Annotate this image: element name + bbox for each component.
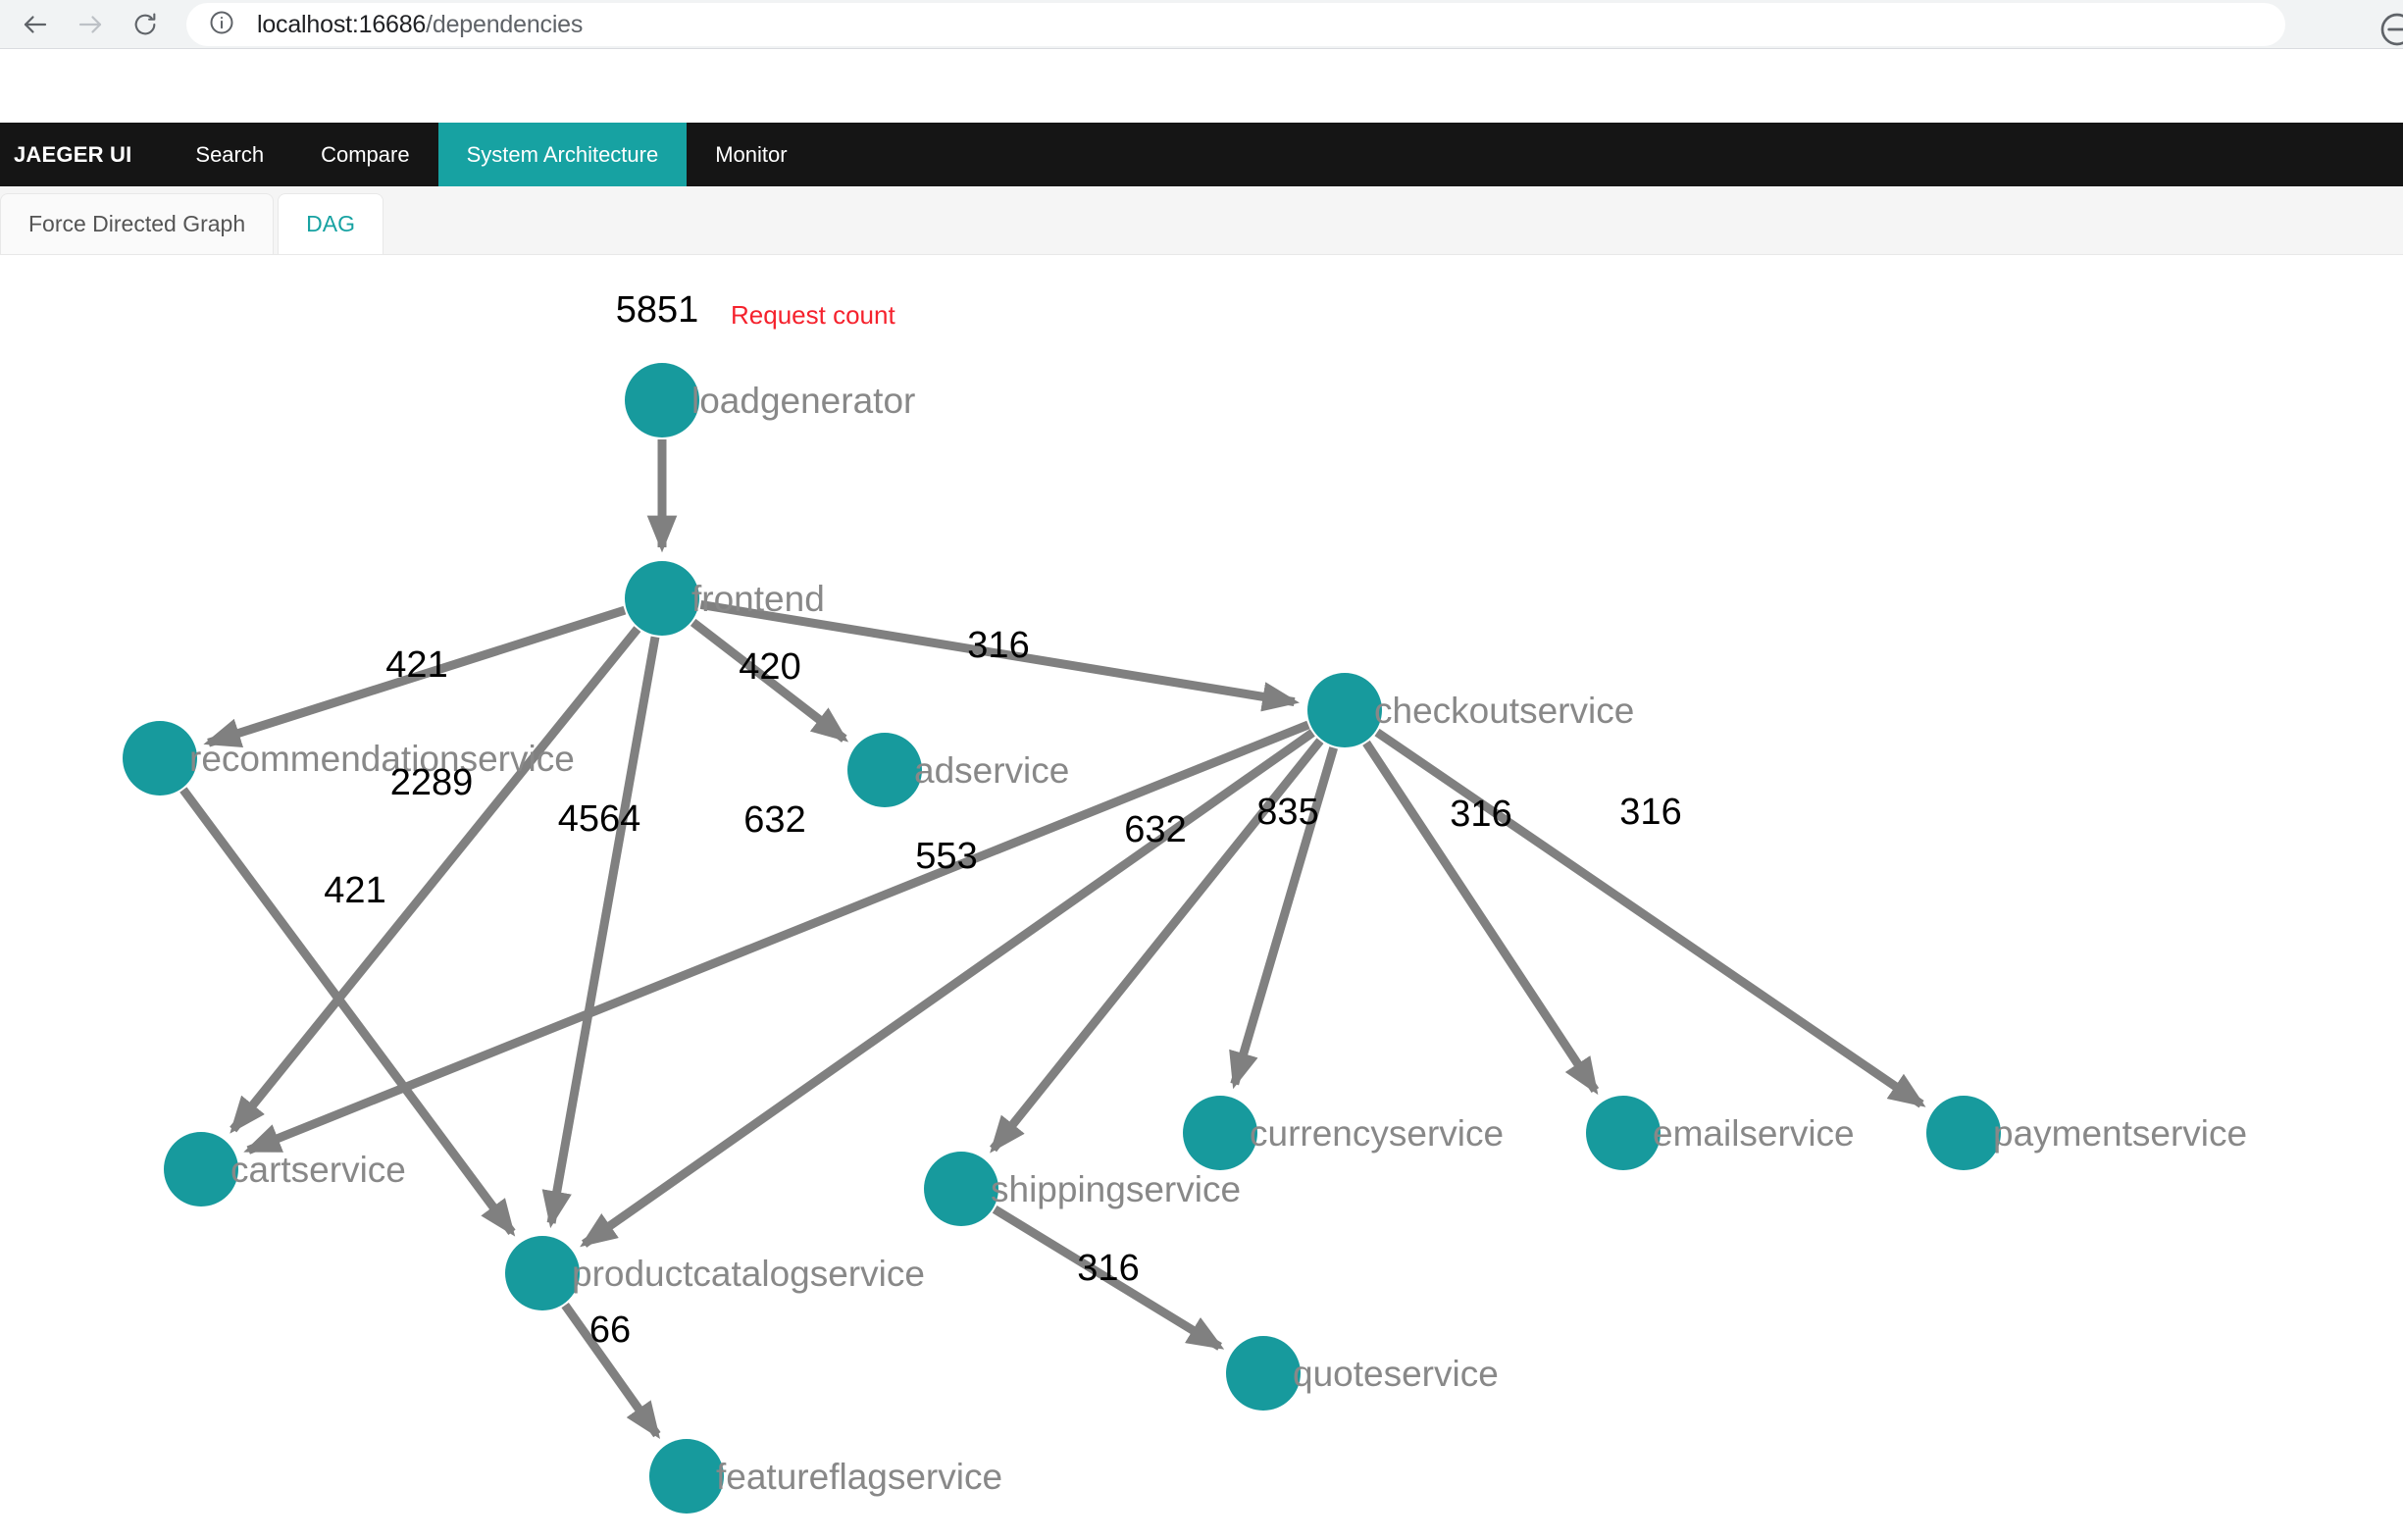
node-circle[interactable] bbox=[164, 1132, 238, 1206]
url-text: localhost:16686/dependencies bbox=[257, 11, 583, 39]
graph-edge[interactable] bbox=[1374, 728, 1926, 1108]
edge-value-label: 420 bbox=[739, 646, 800, 688]
edge-value-label: 2289 bbox=[390, 762, 474, 803]
graph-edge[interactable] bbox=[580, 729, 1315, 1248]
node-label: loadgenerator bbox=[691, 381, 915, 421]
edge-value-label: 4564 bbox=[558, 798, 641, 840]
graph-node-shippingservice[interactable]: shippingservice bbox=[924, 1152, 1241, 1226]
graph-node-quoteservice[interactable]: quoteservice bbox=[1226, 1336, 1499, 1411]
graph-node-paymentservice[interactable]: paymentservice bbox=[1926, 1096, 2247, 1170]
node-label: featureflagservice bbox=[716, 1457, 1002, 1497]
graph-node-loadgenerator[interactable]: loadgenerator bbox=[625, 363, 915, 437]
graph-node-checkoutservice[interactable]: checkoutservice bbox=[1307, 673, 1634, 747]
graph-edge[interactable] bbox=[561, 1303, 661, 1440]
request-count-annotation: Request count bbox=[731, 300, 895, 330]
edge-value-label: 632 bbox=[743, 799, 805, 841]
node-label: frontend bbox=[691, 579, 825, 619]
nav-item-search[interactable]: Search bbox=[195, 141, 265, 167]
edge-value-label: 316 bbox=[1450, 794, 1511, 835]
reload-icon bbox=[131, 11, 159, 38]
graph-edge[interactable] bbox=[179, 787, 516, 1237]
graph-type-tabbar: Force Directed Graph DAG bbox=[0, 186, 2403, 255]
node-circle[interactable] bbox=[1926, 1096, 2001, 1170]
info-circle-icon[interactable] bbox=[208, 9, 235, 41]
edge-value-label: 316 bbox=[1077, 1248, 1139, 1289]
graph-edge[interactable] bbox=[990, 738, 1324, 1154]
node-label: cartservice bbox=[230, 1150, 406, 1190]
address-bar[interactable]: localhost:16686/dependencies bbox=[186, 3, 2285, 46]
graph-edge[interactable] bbox=[1229, 746, 1339, 1090]
graph-edge[interactable] bbox=[243, 720, 1310, 1155]
edge-value-label: 421 bbox=[324, 870, 385, 911]
url-path: /dependencies bbox=[426, 10, 584, 38]
graph-edge[interactable] bbox=[230, 626, 641, 1134]
edge-value-label: 835 bbox=[1256, 792, 1318, 833]
nav-item-monitor[interactable]: Monitor bbox=[715, 141, 788, 167]
graph-node-productcatalogservice[interactable]: productcatalogservice bbox=[505, 1236, 925, 1310]
dependency-graph-canvas[interactable]: loadgenerator frontend recommendationservi… bbox=[0, 255, 2403, 1540]
browser-chrome: localhost:16686/dependencies bbox=[0, 0, 2403, 49]
node-label: checkoutservice bbox=[1374, 691, 1634, 731]
node-circle[interactable] bbox=[847, 733, 922, 807]
graph-edge[interactable] bbox=[541, 636, 660, 1229]
edges-layer bbox=[179, 439, 1926, 1440]
node-label: quoteservice bbox=[1293, 1354, 1499, 1394]
edge-value-label: 5851 bbox=[616, 289, 699, 331]
nav-item-compare[interactable]: Compare bbox=[321, 141, 410, 167]
node-label: currencyservice bbox=[1250, 1113, 1504, 1154]
graph-edge[interactable] bbox=[690, 618, 849, 743]
edge-labels-layer: 5851 421 420 316 421 4564 2289 632 553 632 835 316 3… bbox=[324, 289, 1681, 1351]
edge-value-label: 632 bbox=[1124, 809, 1186, 850]
graph-edge[interactable] bbox=[992, 1205, 1225, 1351]
page-top-gap bbox=[0, 49, 2403, 123]
browser-nav-buttons bbox=[0, 2, 173, 47]
edge-value-label: 316 bbox=[1619, 792, 1681, 833]
node-circle[interactable] bbox=[1226, 1336, 1301, 1411]
dependency-dag[interactable]: loadgenerator frontend recommendationservi… bbox=[0, 255, 2403, 1540]
edge-value-label: 421 bbox=[385, 644, 447, 686]
tab-dag[interactable]: DAG bbox=[278, 193, 383, 254]
back-button[interactable] bbox=[8, 2, 63, 47]
graph-edge[interactable] bbox=[203, 605, 627, 747]
url-host: localhost:16686 bbox=[257, 10, 427, 38]
graph-edge[interactable] bbox=[699, 600, 1301, 712]
graph-node-featureflagservice[interactable]: featureflagservice bbox=[649, 1439, 1002, 1514]
node-circle[interactable] bbox=[625, 363, 699, 437]
node-circle[interactable] bbox=[505, 1236, 580, 1310]
graph-node-frontend[interactable]: frontend bbox=[625, 561, 825, 636]
reload-button[interactable] bbox=[118, 2, 173, 47]
node-label: emailservice bbox=[1653, 1113, 1855, 1154]
node-circle[interactable] bbox=[649, 1439, 724, 1514]
forward-arrow-icon bbox=[76, 10, 105, 39]
nodes-layer: loadgenerator frontend recommendationservi… bbox=[123, 363, 2247, 1514]
back-arrow-icon bbox=[21, 10, 50, 39]
node-label: productcatalogservice bbox=[572, 1254, 925, 1294]
graph-edge[interactable] bbox=[1362, 740, 1600, 1096]
node-circle[interactable] bbox=[1183, 1096, 1257, 1170]
tab-force-directed-graph[interactable]: Force Directed Graph bbox=[0, 193, 275, 254]
graph-node-cartservice[interactable]: cartservice bbox=[164, 1132, 406, 1206]
node-circle[interactable] bbox=[1307, 673, 1382, 747]
graph-node-currencyservice[interactable]: currencyservice bbox=[1183, 1096, 1504, 1170]
chrome-divider bbox=[0, 48, 2403, 49]
node-label: paymentservice bbox=[1993, 1113, 2247, 1154]
forward-button[interactable] bbox=[63, 2, 118, 47]
node-circle[interactable] bbox=[625, 561, 699, 636]
edge-value-label: 66 bbox=[589, 1309, 631, 1351]
jaeger-brand[interactable]: JAEGER UI bbox=[14, 141, 132, 167]
node-circle[interactable] bbox=[1586, 1096, 1661, 1170]
node-label: recommendationservice bbox=[189, 739, 575, 779]
graph-node-adservice[interactable]: adservice bbox=[847, 733, 1069, 807]
node-circle[interactable] bbox=[924, 1152, 998, 1226]
node-circle[interactable] bbox=[123, 721, 197, 796]
edge-value-label: 316 bbox=[967, 625, 1029, 666]
graph-node-recommendationservice[interactable]: recommendationservice bbox=[123, 721, 575, 796]
node-label: shippingservice bbox=[991, 1169, 1241, 1209]
node-label: adservice bbox=[914, 750, 1069, 791]
nav-item-system-architecture[interactable]: System Architecture bbox=[437, 123, 688, 186]
edge-value-label: 553 bbox=[915, 836, 977, 877]
jaeger-top-nav: JAEGER UI Search Compare System Architec… bbox=[0, 123, 2403, 186]
graph-node-emailservice[interactable]: emailservice bbox=[1586, 1096, 1855, 1170]
